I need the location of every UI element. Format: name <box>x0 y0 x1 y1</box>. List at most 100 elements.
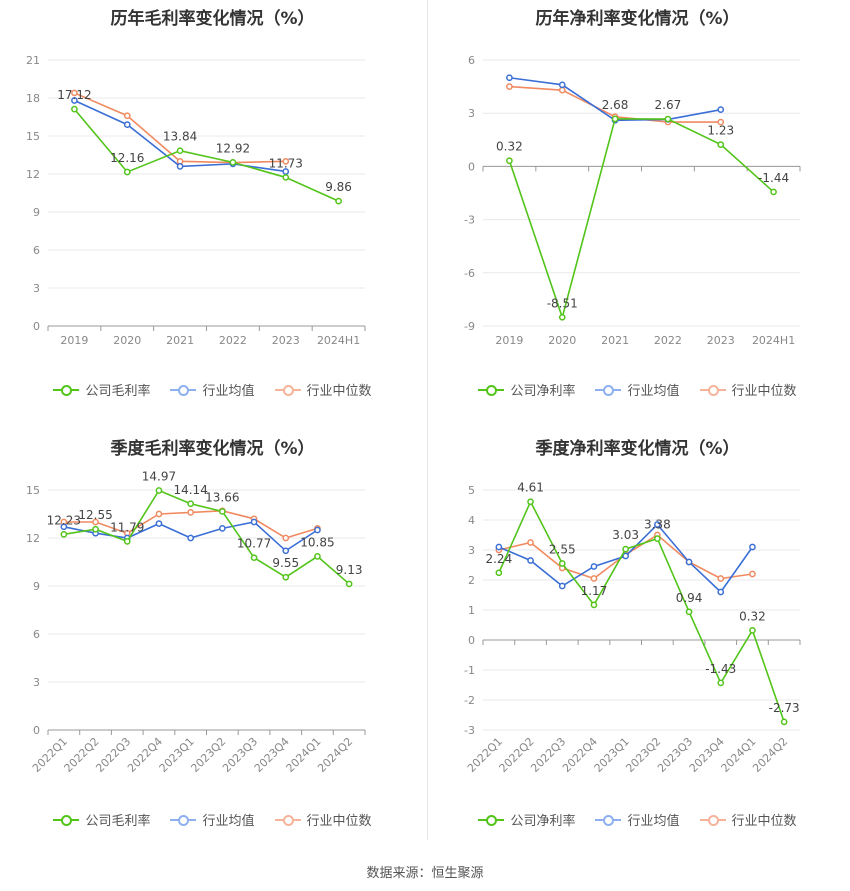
y-tick-label: 2 <box>468 574 475 587</box>
series-line-company <box>73 108 339 202</box>
y-tick-label: 6 <box>33 244 40 257</box>
legend-avg-label: 行业均值 <box>627 814 680 829</box>
y-tick-label: 12 <box>26 532 40 545</box>
data-label: 9.13 <box>336 563 363 577</box>
legend-median-icon <box>699 384 726 396</box>
chart-legend: 公司毛利率 行业均值 行业中位数 <box>0 810 425 829</box>
legend-company-icon <box>53 384 80 396</box>
legend-industry-median[interactable]: 行业中位数 <box>274 810 372 829</box>
data-point-company <box>527 498 534 506</box>
data-point-median <box>717 575 725 582</box>
data-point-avg <box>654 521 661 528</box>
legend-median-icon <box>274 384 301 396</box>
data-label: 10.77 <box>237 537 271 551</box>
data-label: 11.73 <box>269 156 303 170</box>
data-point-company <box>71 105 78 113</box>
data-label: 12.23 <box>47 513 81 527</box>
data-point-avg <box>187 534 194 542</box>
legend-industry-avg[interactable]: 行业均值 <box>595 810 680 829</box>
data-point-company <box>314 553 321 560</box>
data-point-avg <box>60 523 68 531</box>
data-point-company <box>335 197 342 205</box>
y-tick-label: 21 <box>26 54 40 67</box>
data-label: 4.61 <box>517 481 544 495</box>
y-tick-label: 0 <box>33 724 40 737</box>
y-tick-label: 6 <box>33 628 40 641</box>
x-tick-label: 2020 <box>548 334 576 347</box>
data-point-avg <box>250 518 258 526</box>
data-point-avg <box>219 525 226 532</box>
data-point-avg <box>717 106 725 114</box>
legend-industry-avg[interactable]: 行业均值 <box>170 380 255 399</box>
data-point-median <box>282 157 290 165</box>
data-point-avg <box>495 543 503 551</box>
data-point-company <box>590 601 598 609</box>
legend-avg-icon <box>595 384 622 396</box>
data-point-avg <box>71 97 78 104</box>
data-point-median <box>527 539 534 546</box>
data-point-median <box>282 534 290 542</box>
legend-company[interactable]: 公司毛利率 <box>53 810 150 829</box>
chart-title: 历年净利率变化情况（%） <box>535 9 740 29</box>
data-point-company <box>123 168 131 176</box>
legend-avg-icon <box>170 814 197 826</box>
legend-company[interactable]: 公司净利率 <box>478 810 575 829</box>
quarterly-gross-margin-chart: 季度毛利率变化情况（%） 0 3 6 9 12 15 2022Q1 2022Q2 2022Q3 2… <box>0 430 425 860</box>
data-point-company <box>749 627 756 634</box>
annual-gross-margin-plot: 0 3 6 9 12 15 18 21 2019 2020 2021 2022 2023 2024H1 17… <box>26 54 366 347</box>
data-point-avg <box>558 582 566 590</box>
legend-industry-avg[interactable]: 行业均值 <box>595 380 680 399</box>
legend-median-icon <box>274 814 301 826</box>
legend-industry-median[interactable]: 行业中位数 <box>699 380 797 399</box>
legend-median-label: 行业中位数 <box>731 814 797 829</box>
legend-company[interactable]: 公司净利率 <box>478 380 575 399</box>
y-tick-label: 3 <box>33 282 40 295</box>
chart-legend: 公司毛利率 行业均值 行业中位数 <box>0 380 425 399</box>
data-point-company <box>717 141 725 148</box>
data-label: 13.66 <box>205 490 239 504</box>
legend-industry-avg[interactable]: 行业均值 <box>170 810 255 829</box>
chart-legend: 公司净利率 行业均值 行业中位数 <box>425 380 850 399</box>
data-point-avg <box>749 543 756 551</box>
data-point-median <box>71 89 78 97</box>
data-point-company <box>92 525 99 533</box>
x-tick-label: 2019 <box>60 334 88 347</box>
legend-industry-median[interactable]: 行业中位数 <box>274 380 372 399</box>
data-point-company <box>282 174 290 181</box>
data-source-note: 数据来源：恒生聚源 <box>366 866 484 881</box>
x-tick-label: 2023 <box>707 334 735 347</box>
data-point-company <box>685 608 693 616</box>
data-point-avg <box>506 74 513 82</box>
y-tick-label: -1 <box>464 664 475 677</box>
data-point-avg <box>155 520 163 527</box>
y-tick-label: 12 <box>26 168 40 181</box>
legend-company[interactable]: 公司毛利率 <box>53 380 150 399</box>
quarterly-gross-margin-plot: 036912152022Q12022Q22022Q32022Q42023Q120… <box>26 469 366 775</box>
y-tick-label: -9 <box>464 320 475 333</box>
x-tick-label: 2021 <box>166 334 194 347</box>
data-label: 14.97 <box>142 469 176 483</box>
data-point-avg <box>123 121 131 128</box>
data-label: 2.67 <box>655 98 682 112</box>
data-point-median <box>717 118 725 126</box>
x-tick-label: 2022 <box>219 334 247 347</box>
data-label: 14.14 <box>173 483 207 497</box>
y-tick-label: 3 <box>468 544 475 557</box>
data-label: -8.51 <box>547 296 578 310</box>
data-point-company <box>176 147 184 155</box>
legend-industry-median[interactable]: 行业中位数 <box>699 810 797 829</box>
data-point-avg <box>685 558 693 566</box>
data-label: 10.85 <box>300 535 334 549</box>
y-tick-label: 9 <box>33 206 40 219</box>
y-tick-label: 6 <box>468 54 475 67</box>
x-tick-label: 2020 <box>113 334 141 347</box>
x-tick-label: 2024H1 <box>317 334 360 347</box>
x-tick-label: 2023 <box>272 334 300 347</box>
data-point-company <box>229 158 237 166</box>
x-tick-label: 2024Q2 <box>750 735 790 775</box>
data-label: 12.92 <box>216 141 250 155</box>
series-line-company <box>508 118 775 321</box>
x-tick-label: 2019 <box>495 334 523 347</box>
y-tick-label: -3 <box>464 724 475 737</box>
data-point-median <box>155 510 163 518</box>
